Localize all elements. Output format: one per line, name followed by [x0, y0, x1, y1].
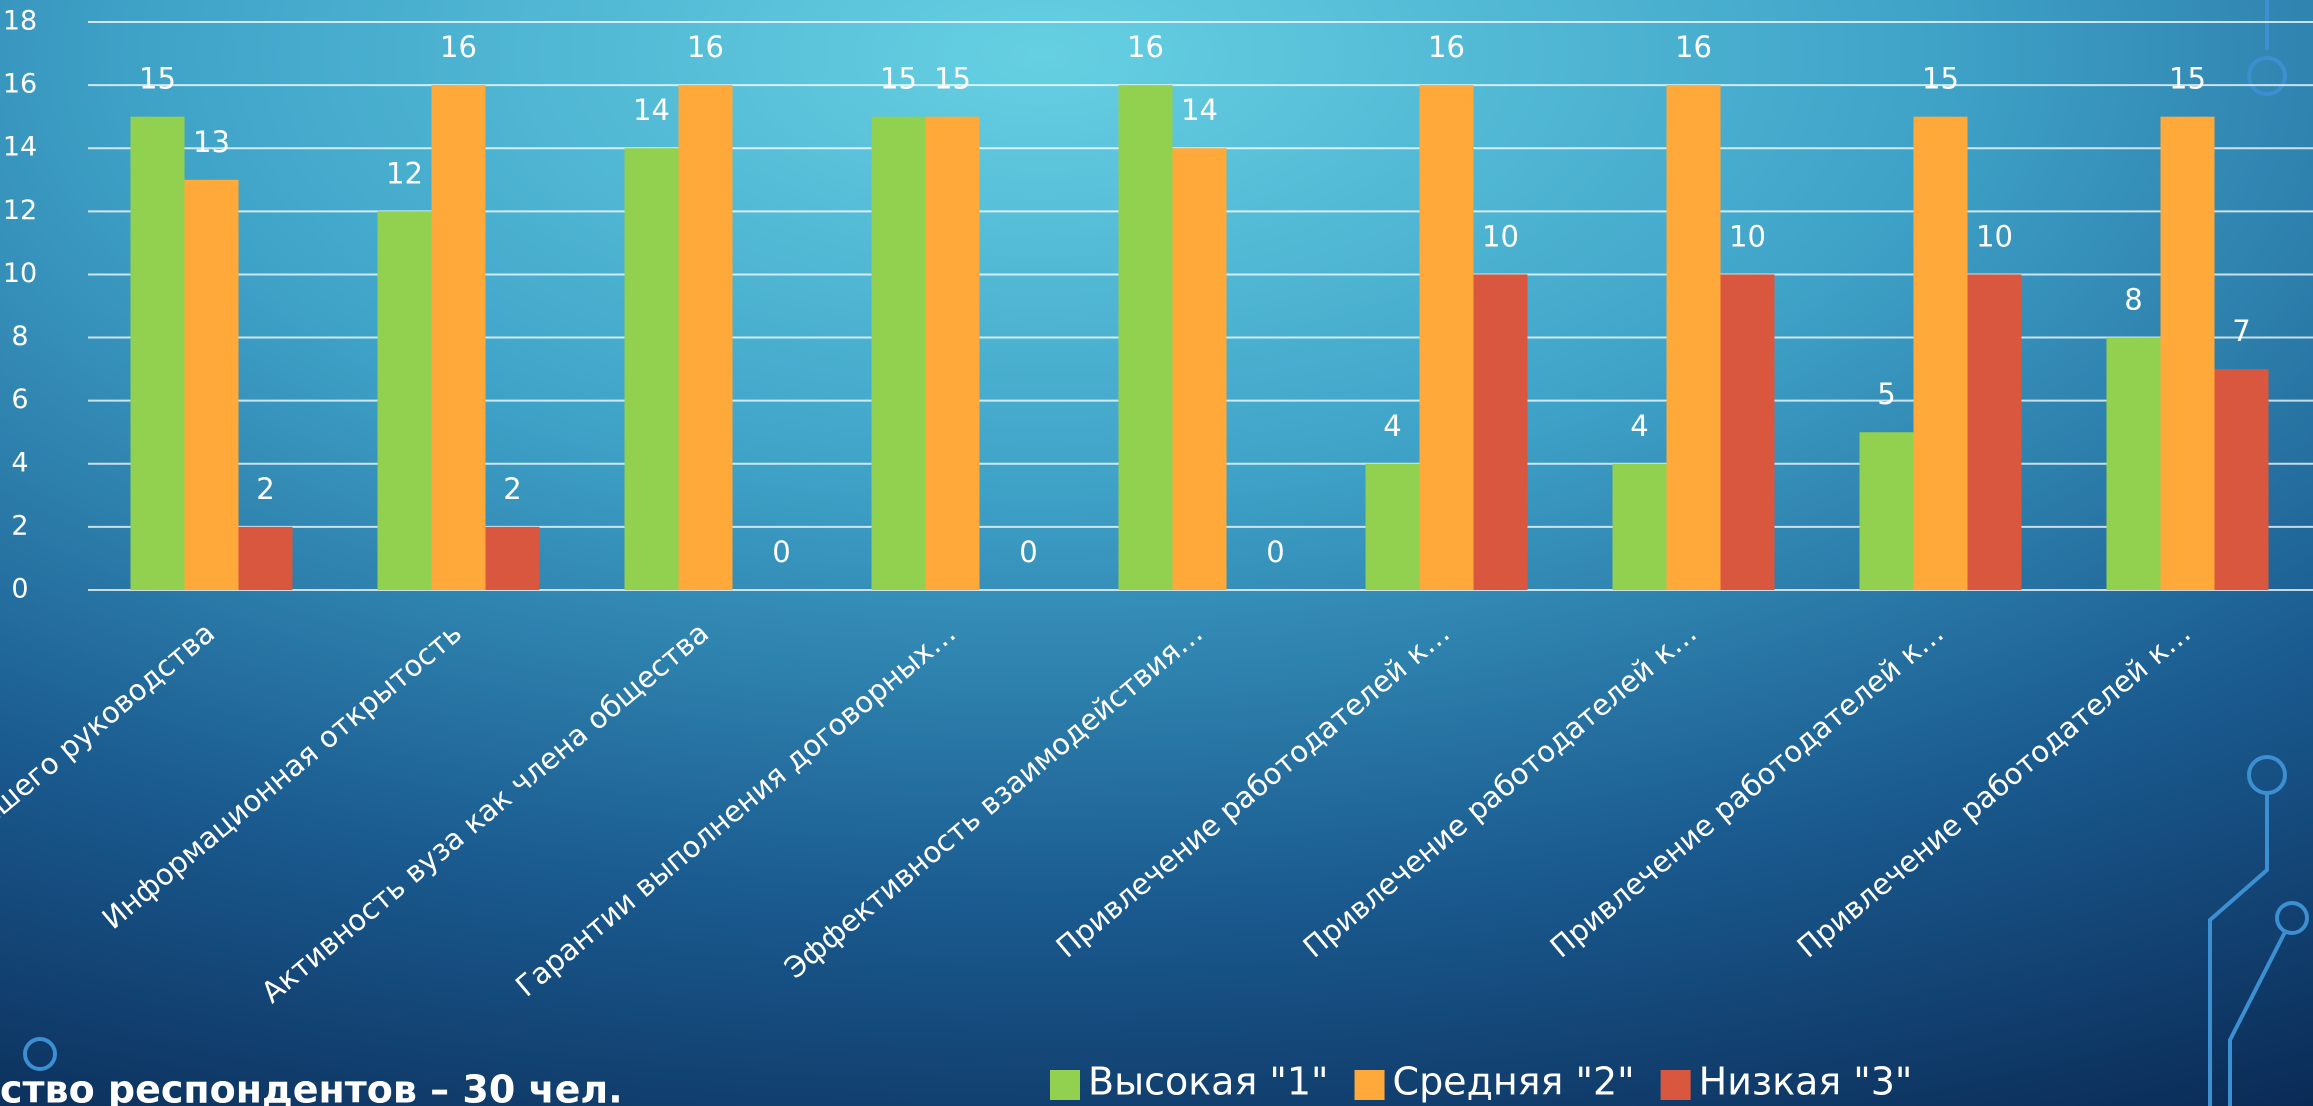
legend-swatch — [1661, 1070, 1691, 1100]
bar — [926, 117, 980, 590]
value-label: 14 — [633, 93, 670, 127]
value-label: 10 — [1976, 219, 2013, 253]
value-label: 8 — [2124, 283, 2142, 317]
y-tick-label: 14 — [3, 132, 37, 163]
note: ство респондентов – 30 чел. — [0, 1068, 623, 1106]
bar — [1667, 85, 1721, 590]
value-label: 4 — [1630, 409, 1648, 443]
y-tick-label: 2 — [11, 510, 28, 541]
value-label: 15 — [1922, 62, 1959, 96]
value-label: 10 — [1729, 219, 1766, 253]
value-label: 0 — [1019, 535, 1037, 569]
bar — [1914, 117, 1968, 590]
y-tick-label: 0 — [11, 574, 28, 605]
bar — [432, 85, 486, 590]
bar — [1119, 85, 1173, 590]
bar — [2107, 338, 2161, 590]
bar — [1613, 464, 1667, 590]
bar — [378, 211, 432, 590]
bar — [239, 527, 293, 590]
value-label: 15 — [139, 62, 176, 96]
value-label: 0 — [772, 535, 790, 569]
y-tick-label: 16 — [3, 69, 37, 100]
bar — [1968, 274, 2022, 590]
legend-swatch — [1355, 1070, 1385, 1100]
y-tick-label: 10 — [3, 258, 37, 289]
legend-label: Средняя "2" — [1393, 1060, 1635, 1104]
bar — [2215, 369, 2269, 590]
value-label: 4 — [1383, 409, 1401, 443]
y-tick-label: 8 — [11, 321, 28, 352]
bar — [1366, 464, 1420, 590]
value-label: 16 — [1428, 30, 1465, 64]
legend-label: Низкая "3" — [1699, 1060, 1913, 1104]
value-label: 16 — [1675, 30, 1712, 64]
value-label: 10 — [1482, 219, 1519, 253]
y-tick-label: 12 — [3, 195, 37, 226]
bar — [1721, 274, 1775, 590]
bar — [679, 85, 733, 590]
chart: ство респондентов – 30 чел. 0 2 4 6 8 10 12 14 1… — [0, 0, 2313, 1106]
value-label: 13 — [193, 125, 230, 159]
bar — [486, 527, 540, 590]
value-label: 16 — [687, 30, 724, 64]
value-label: 16 — [440, 30, 477, 64]
y-tick-label: 4 — [11, 447, 28, 478]
bar — [1173, 148, 1227, 590]
bar — [1860, 432, 1914, 590]
y-tick-label: 6 — [11, 384, 28, 415]
value-label: 2 — [503, 472, 521, 506]
value-label: 14 — [1181, 93, 1218, 127]
bar — [872, 117, 926, 590]
bar — [2161, 117, 2215, 590]
page: ство респондентов – 30 чел. 0 2 4 6 8 10 12 14 1… — [0, 0, 2313, 1106]
value-label: 15 — [2169, 62, 2206, 96]
value-label: 5 — [1877, 377, 1895, 411]
value-label: 2 — [256, 472, 274, 506]
bar — [1474, 274, 1528, 590]
bar — [185, 180, 239, 590]
bar — [625, 148, 679, 590]
value-label: 7 — [2232, 314, 2250, 348]
value-label: 0 — [1266, 535, 1284, 569]
bar — [131, 117, 185, 590]
legend-swatch — [1050, 1070, 1080, 1100]
y-tick-label: 18 — [3, 6, 37, 37]
legend-label: Высокая "1" — [1088, 1060, 1329, 1104]
value-label: 15 — [934, 62, 971, 96]
value-label: 12 — [386, 156, 423, 190]
bar — [1420, 85, 1474, 590]
value-label: 16 — [1127, 30, 1164, 64]
value-label: 15 — [880, 62, 917, 96]
